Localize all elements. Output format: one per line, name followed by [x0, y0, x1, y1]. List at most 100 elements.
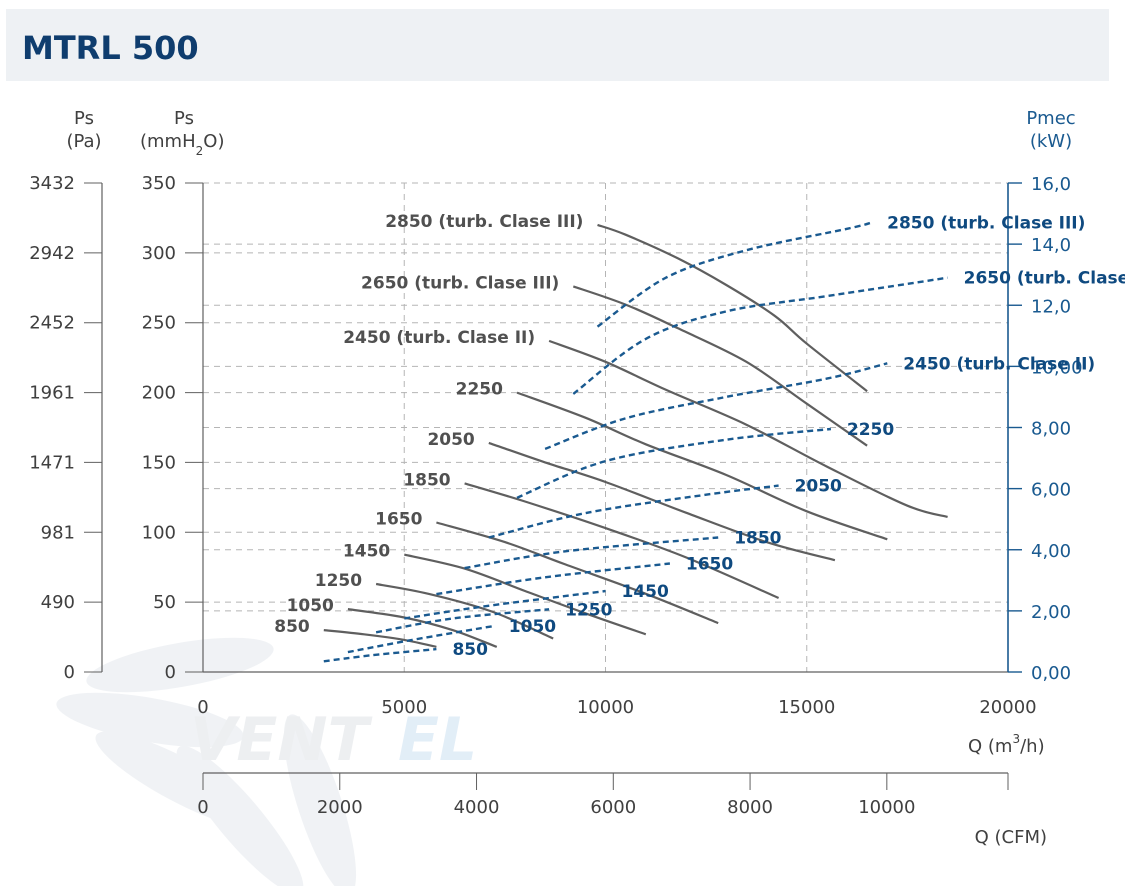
- q-cfm-tick-label: 0: [197, 797, 208, 818]
- power-curve-label-1250: 1250: [565, 600, 612, 620]
- pressure-curve-label-2450-turb-clase-ii: 2450 (turb. Clase II): [343, 328, 535, 348]
- tick-labels: 0 490 981 1471 1961 2452 2942 3432 0 50 100 150 200 2…: [29, 173, 1082, 818]
- power-curve-label-2050: 2050: [795, 477, 842, 497]
- ps-pa-tick-label: 1471: [29, 452, 75, 473]
- pmec-tick-label: 12,0: [1031, 296, 1071, 317]
- watermark-text-accent: EL: [398, 705, 477, 775]
- watermark-logo: VENT EL: [56, 637, 477, 886]
- fan-icon: [56, 637, 357, 886]
- power-curve-2450-turb-clase-ii: [544, 362, 888, 451]
- pmec-tick-label: 0,00: [1031, 663, 1071, 684]
- power-curve-1450: [404, 589, 606, 620]
- page-title: MTRL 500: [22, 29, 199, 67]
- pressure-curve-1250: [375, 582, 554, 640]
- pressure-curve-1850: [464, 482, 780, 600]
- q-m3h-tick-label: 20000: [979, 697, 1036, 718]
- ps-mmh2o-tick-label: 300: [142, 243, 176, 264]
- q-m3h-label-tail: /h): [1020, 736, 1045, 757]
- pmec-label-line1: Pmec: [1026, 108, 1075, 129]
- pressure-curve-label-2050: 2050: [427, 430, 474, 450]
- ps-mmh2o-tick-label: 0: [165, 662, 176, 683]
- pressure-curve-label-2250: 2250: [456, 380, 503, 400]
- ps-pa-tick-label: 490: [41, 592, 75, 613]
- header-bar: MTRL 500: [6, 9, 1109, 81]
- power-curve-2250: [516, 427, 832, 499]
- pressure-curve-label-1850: 1850: [403, 470, 450, 490]
- pressure-curve-label-1650: 1650: [375, 510, 422, 530]
- pmec-tick-label: 14,0: [1031, 235, 1071, 256]
- power-curve-2650-turb-clase-iii: [572, 276, 948, 395]
- ps-pa-tick-label: 981: [41, 522, 75, 543]
- pressure-curve-1650: [436, 521, 719, 625]
- ps-pa-label-line2: (Pa): [66, 131, 101, 152]
- pmec-tick-label: 2,00: [1031, 602, 1071, 623]
- ps-pa-tick-label: 3432: [29, 173, 75, 194]
- ps-pa-tick-label: 1961: [29, 383, 75, 404]
- q-cfm-label: Q (CFM): [975, 827, 1047, 848]
- ps-pa-tick-label: 0: [64, 662, 75, 683]
- ps-mmh2o-tick-label: 50: [153, 592, 176, 613]
- q-m3h-label-main: Q (m: [968, 736, 1012, 757]
- pressure-curve-2650-turb-clase-iii: [572, 285, 868, 447]
- power-curve-2850-turb-clase-iii: [596, 221, 872, 328]
- pressure-curve-label-1250: 1250: [315, 571, 362, 591]
- q-cfm-tick-label: 6000: [590, 797, 636, 818]
- q-m3h-label-sup: 3: [1012, 732, 1020, 746]
- power-curve-1850: [464, 536, 719, 570]
- ps-mmh2o-label-sub: 2: [196, 144, 204, 158]
- power-curve-1650: [436, 562, 671, 596]
- pressure-curve-label-850: 850: [274, 617, 310, 637]
- ps-mmh2o-tick-label: 150: [142, 452, 176, 473]
- q-cfm-tick-label: 4000: [454, 797, 500, 818]
- power-curve-850: [323, 647, 437, 663]
- power-curve-label-2250: 2250: [847, 420, 894, 440]
- pressure-curve-label-2850-turb-clase-iii: 2850 (turb. Clase III): [385, 212, 583, 232]
- q-m3h-tick-label: 5000: [381, 697, 427, 718]
- power-curve-1250: [375, 608, 550, 634]
- ps-mmh2o-label-line2: (mmH2O): [140, 131, 224, 158]
- pmec-tick-label: 6,00: [1031, 480, 1071, 501]
- pressure-curve-1450: [404, 553, 647, 636]
- axes: [101, 183, 1009, 774]
- power-curves: [323, 221, 948, 663]
- ps-mmh2o-tick-label: 200: [142, 383, 176, 404]
- pressure-curve-2450-turb-clase-ii: [548, 339, 948, 518]
- power-curve-label-1850: 1850: [734, 529, 781, 549]
- ps-mmh2o-tick-label: 250: [142, 313, 176, 334]
- ps-pa-label-line1: Ps: [74, 108, 94, 129]
- power-curve-label-1050: 1050: [509, 617, 556, 637]
- pmec-tick-label: 4,00: [1031, 541, 1071, 562]
- q-cfm-tick-label: 8000: [727, 797, 773, 818]
- pressure-curve-label-1050: 1050: [287, 596, 334, 616]
- power-curve-label-850: 850: [452, 640, 488, 660]
- ps-mmh2o-label-main: (mmH: [140, 131, 196, 152]
- pressure-curve-850: [323, 629, 437, 648]
- q-cfm-tick-label: 2000: [317, 797, 363, 818]
- power-curve-label-2450-turb-clase-ii: 2450 (turb. Clase II): [903, 354, 1095, 374]
- q-m3h-label: Q (m3/h): [968, 732, 1045, 757]
- pressure-curve-label-2650-turb-clase-iii: 2650 (turb. Clase III): [361, 273, 559, 293]
- power-curve-1050: [347, 625, 493, 654]
- power-curve-label-1450: 1450: [622, 582, 669, 602]
- pmec-tick-label: 10,00: [1031, 357, 1083, 378]
- ps-pa-tick-label: 2942: [29, 243, 75, 264]
- ps-mmh2o-tick-label: 350: [142, 173, 176, 194]
- watermark-text-main: VENT: [190, 705, 373, 775]
- pmec-label-line2: (kW): [1030, 131, 1072, 152]
- q-m3h-tick-label: 15000: [778, 697, 835, 718]
- q-cfm-tick-label: 10000: [858, 797, 915, 818]
- pressure-curve-label-1450: 1450: [343, 542, 390, 562]
- q-m3h-tick-label: 10000: [577, 697, 634, 718]
- power-curve-label-1650: 1650: [686, 555, 733, 575]
- pmec-tick-label: 16,0: [1031, 174, 1071, 195]
- power-curve-label-2650-turb-clase-iii: 2650 (turb. Clase III): [964, 269, 1125, 289]
- ps-mmh2o-label-tail: O): [203, 131, 224, 152]
- ps-mmh2o-tick-label: 100: [142, 522, 176, 543]
- pressure-curve-2250: [516, 391, 888, 541]
- ps-pa-tick-label: 2452: [29, 313, 75, 334]
- pmec-tick-label: 8,00: [1031, 419, 1071, 440]
- ps-mmh2o-label-line1: Ps: [174, 108, 194, 129]
- pressure-curve-2850-turb-clase-iii: [597, 223, 868, 393]
